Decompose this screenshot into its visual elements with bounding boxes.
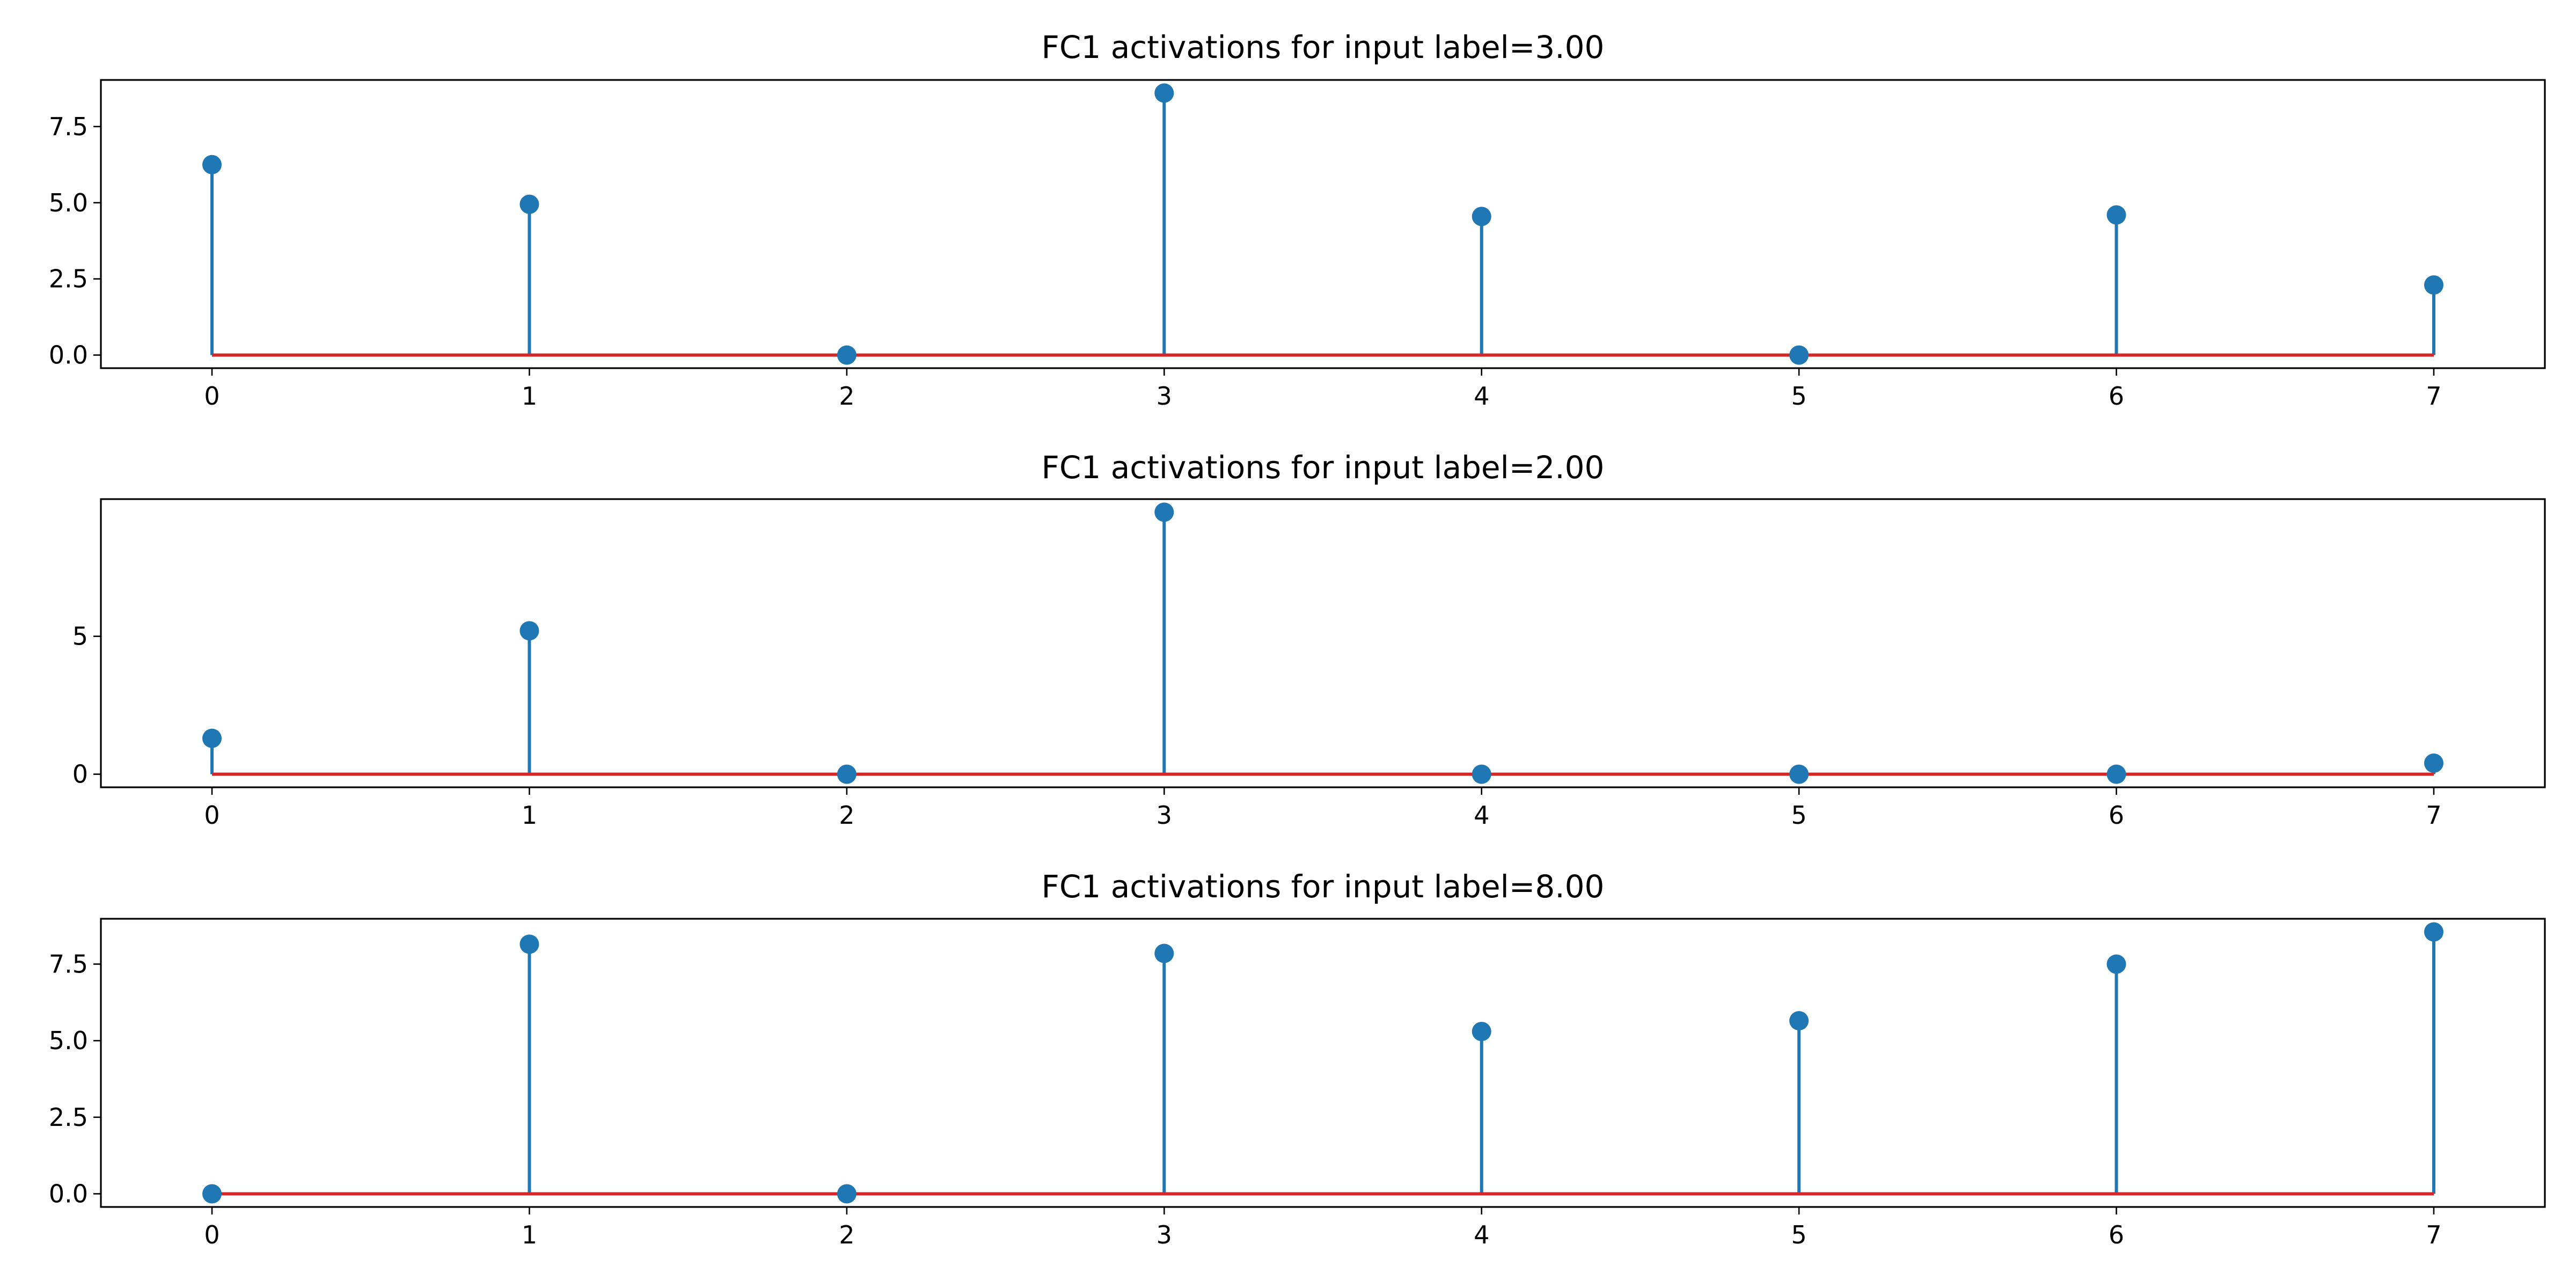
x-tick-label: 2 [839, 1220, 854, 1249]
subplot-label-3: FC1 activations for input label=3.00 0.0… [49, 29, 2546, 411]
stem-marker [2424, 275, 2443, 295]
y-tick-label: 2.5 [49, 265, 88, 294]
y-tick-label: 0.0 [49, 341, 88, 370]
x-tick-label: 0 [204, 801, 219, 830]
x-tick-label: 7 [2426, 382, 2441, 411]
stem-marker [837, 1184, 857, 1204]
data-marks: 0.0 2.5 5.0 7.5 0 1 2 3 4 5 6 7 [49, 922, 2443, 1249]
x-tick-label: 7 [2426, 1220, 2441, 1249]
stem-marker [1154, 83, 1174, 103]
stem-marker [202, 728, 222, 748]
x-tick-label: 1 [522, 382, 537, 411]
subplot-label-2: FC1 activations for input label=2.00 050… [72, 449, 2546, 830]
x-tick-label: 5 [1791, 801, 1807, 830]
x-tick-label: 1 [522, 1220, 537, 1249]
stem-marker [2106, 205, 2126, 225]
data-marks: 0 5 0 1 2 3 4 5 6 7 [72, 502, 2443, 830]
stem-marker [519, 934, 539, 954]
x-tick-label: 1 [522, 801, 537, 830]
y-tick-label: 7.5 [49, 949, 88, 978]
stem-marker [1789, 764, 1809, 784]
stem-marker [1472, 764, 1491, 784]
stem-marker [837, 764, 857, 784]
y-tick-label: 5 [72, 622, 88, 651]
x-tick-label: 4 [1474, 382, 1489, 411]
x-tick-label: 4 [1474, 1220, 1489, 1249]
data-marks: 0.0 2.5 5.0 7.5 0 1 2 3 4 5 6 7 [49, 83, 2443, 411]
stem-marker [202, 155, 222, 174]
y-tick-label: 2.5 [49, 1103, 88, 1132]
stem-marker [2424, 753, 2443, 773]
x-tick-label: 6 [2109, 801, 2124, 830]
y-tick-label: 0.0 [49, 1179, 88, 1208]
stem-marker [519, 194, 539, 214]
subplot-label-8: FC1 activations for input label=8.00 0.0… [49, 868, 2546, 1249]
y-tick-label: 0 [72, 760, 88, 789]
chart-title: FC1 activations for input label=3.00 [1042, 29, 1605, 65]
stem-marker [1472, 1022, 1491, 1042]
stem-marker [837, 345, 857, 365]
x-tick-label: 2 [839, 382, 854, 411]
x-tick-label: 6 [2109, 382, 2124, 411]
x-tick-label: 3 [1157, 1220, 1172, 1249]
chart-title: FC1 activations for input label=2.00 [1042, 449, 1605, 486]
stem-marker [1789, 345, 1809, 365]
stem-marker [2106, 764, 2126, 784]
axes-frame [100, 918, 2546, 1208]
axes-frame [100, 498, 2546, 788]
x-tick-label: 6 [2109, 1220, 2124, 1249]
y-tick-label: 5.0 [49, 188, 88, 217]
y-tick-label: 7.5 [49, 112, 88, 141]
stem-marker [1472, 207, 1491, 226]
x-tick-label: 5 [1791, 1220, 1807, 1249]
stem-marker [519, 621, 539, 641]
x-tick-label: 0 [204, 382, 219, 411]
axes-frame [100, 79, 2546, 369]
stem-marker [1154, 502, 1174, 522]
x-tick-label: 2 [839, 801, 854, 830]
y-tick-label: 5.0 [49, 1026, 88, 1055]
chart-title: FC1 activations for input label=8.00 [1042, 868, 1605, 905]
x-tick-label: 4 [1474, 801, 1489, 830]
stem-marker [2106, 954, 2126, 974]
x-tick-label: 3 [1157, 382, 1172, 411]
stem-marker [202, 1184, 222, 1204]
x-tick-label: 7 [2426, 801, 2441, 830]
x-tick-label: 3 [1157, 801, 1172, 830]
x-tick-label: 5 [1791, 382, 1807, 411]
stem-marker [1789, 1011, 1809, 1031]
x-tick-label: 0 [204, 1220, 219, 1249]
stem-marker [2424, 922, 2443, 942]
stem-marker [1154, 943, 1174, 963]
